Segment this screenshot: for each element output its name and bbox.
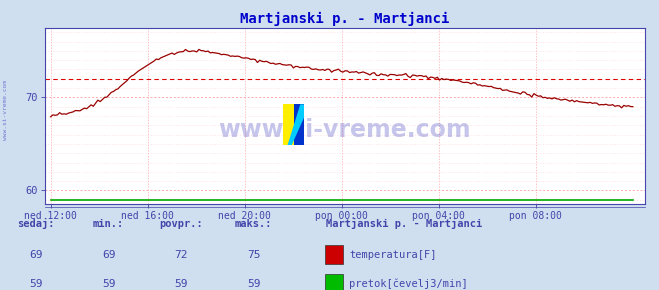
- Text: 59: 59: [30, 279, 43, 289]
- Text: sedaj:: sedaj:: [18, 218, 55, 229]
- Text: Martjanski p. - Martjanci: Martjanski p. - Martjanci: [326, 218, 482, 229]
- Text: 69: 69: [102, 250, 115, 260]
- Text: povpr.:: povpr.:: [159, 219, 203, 229]
- Text: 59: 59: [175, 279, 188, 289]
- Text: maks.:: maks.:: [235, 219, 272, 229]
- Text: 72: 72: [175, 250, 188, 260]
- Bar: [325, 274, 343, 290]
- Text: www.si-vreme.com: www.si-vreme.com: [3, 80, 9, 140]
- Text: temperatura[F]: temperatura[F]: [349, 250, 437, 260]
- Text: 75: 75: [247, 250, 260, 260]
- Text: www.si-vreme.com: www.si-vreme.com: [218, 118, 471, 142]
- Text: pretok[čevelj3/min]: pretok[čevelj3/min]: [349, 279, 468, 289]
- Bar: [294, 104, 304, 145]
- Text: min.:: min.:: [93, 219, 125, 229]
- Bar: [325, 245, 343, 264]
- Text: 69: 69: [30, 250, 43, 260]
- Polygon shape: [287, 104, 304, 145]
- Text: 59: 59: [102, 279, 115, 289]
- Title: Martjanski p. - Martjanci: Martjanski p. - Martjanci: [240, 12, 449, 26]
- Text: 59: 59: [247, 279, 260, 289]
